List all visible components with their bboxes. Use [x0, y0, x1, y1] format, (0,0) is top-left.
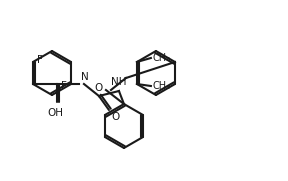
Text: O: O [111, 112, 119, 122]
Text: F: F [61, 81, 67, 91]
Text: CH₃: CH₃ [153, 81, 171, 91]
Text: CH₃: CH₃ [153, 53, 171, 63]
Text: NH: NH [111, 77, 127, 87]
Text: OH: OH [47, 108, 63, 118]
Text: F: F [37, 55, 43, 65]
Text: O: O [95, 83, 103, 93]
Text: N: N [81, 72, 89, 82]
